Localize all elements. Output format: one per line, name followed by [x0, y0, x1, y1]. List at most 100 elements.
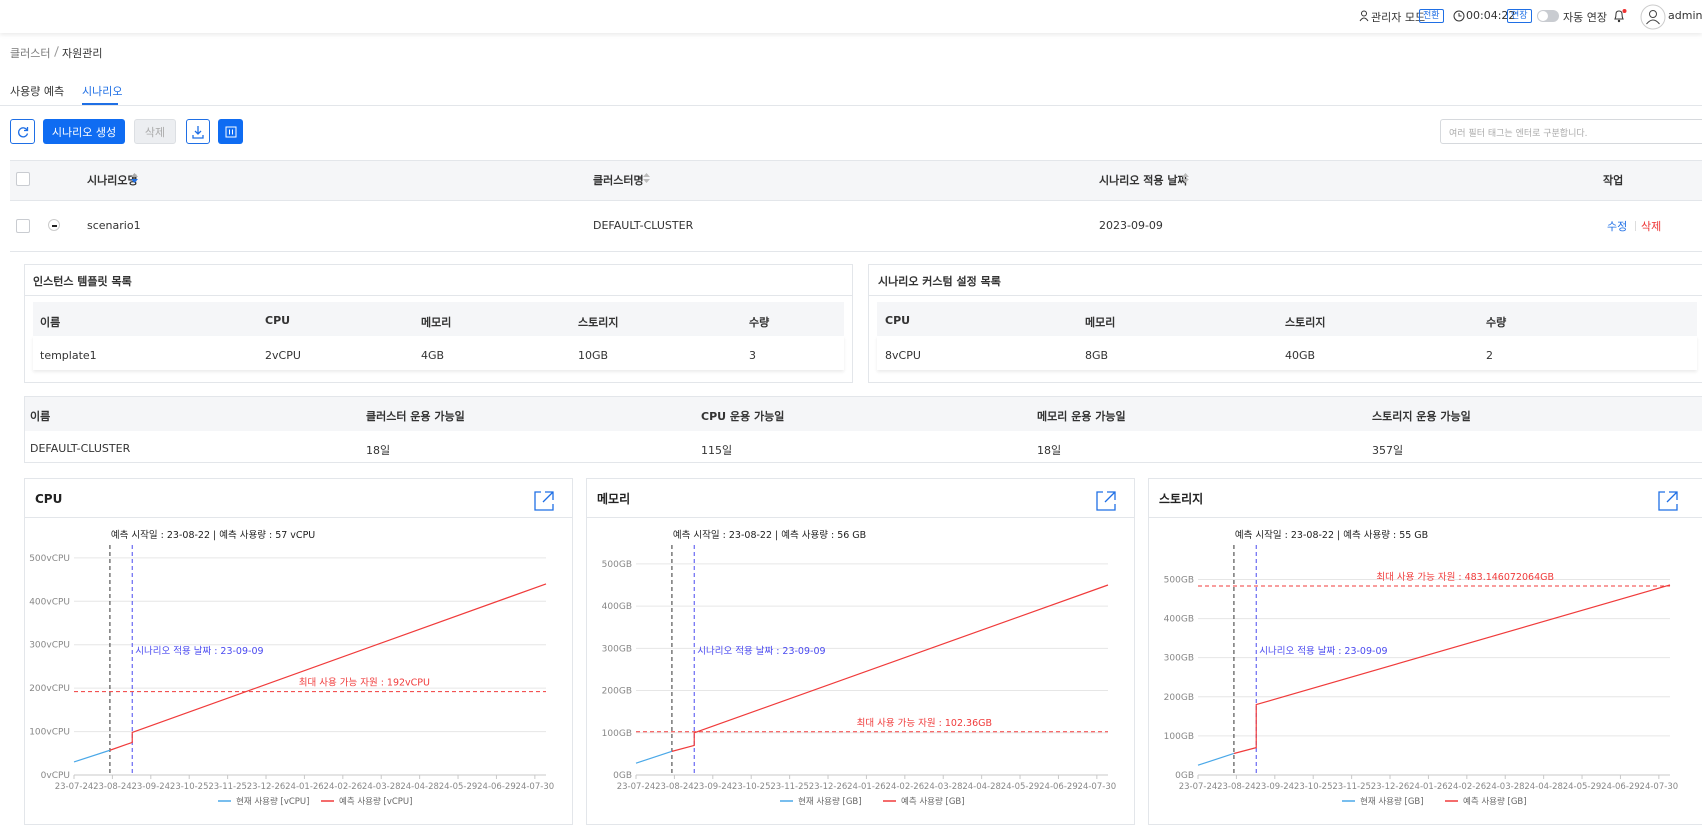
avatar[interactable]: [1640, 4, 1666, 30]
table-body: [877, 336, 1697, 370]
template-list: 인스턴스 템플릿 목록 이름 CPU 메모리 스토리지 수량 template1 2vCPU 4…: [24, 264, 853, 383]
breadcrumb-item[interactable]: 클러스터: [10, 47, 51, 60]
y-tick-label: 100GB: [1164, 732, 1194, 742]
auto-extend-toggle[interactable]: [1537, 10, 1559, 22]
column-header: CPU: [885, 314, 911, 327]
x-tick-label: 24-05-29: [439, 782, 478, 792]
table-header-bg: [25, 397, 1702, 431]
scenario-label: 시나리오 적용 날짜 : 23-09-09: [135, 645, 263, 657]
chart-panel: CPU 0vCPU 100vCPU 200vCPU 300vCPU 400vCPU 500v…: [24, 478, 573, 825]
chart: 스토리지 0GB 100GB 200GB 300GB 400GB 500GB 23-07-24…: [1149, 491, 1702, 807]
x-tick-label: 24-06-29: [1601, 782, 1640, 792]
column-header: 메모리: [1085, 316, 1116, 329]
extend-button[interactable]: 연장: [1507, 9, 1532, 23]
x-tick-label: 23-07-24: [617, 782, 656, 792]
column-header: 이름: [40, 316, 61, 329]
sort-icon[interactable]: [131, 172, 138, 184]
top-bar: 관리자 모드 전환 00:04:22 연장 자동 연장 admin: [0, 0, 1702, 33]
legend-label[interactable]: 예측 사용량 [GB]: [1463, 796, 1527, 807]
edit-action[interactable]: 수정: [1607, 220, 1628, 233]
x-tick-label: 23-08-24: [93, 782, 132, 792]
chart: CPU 0vCPU 100vCPU 200vCPU 300vCPU 400vCPU 500v…: [25, 491, 572, 807]
x-tick-label: 23-09-24: [694, 782, 733, 792]
x-tick-label: 24-05-29: [1001, 782, 1040, 792]
column-header: CPU: [265, 314, 291, 327]
create-button[interactable]: 시나리오 생성: [43, 119, 125, 144]
search-input[interactable]: 여러 필터 태그는 엔터로 구분합니다.: [1440, 119, 1702, 144]
table-cell: scenario1: [87, 219, 141, 232]
switch-button[interactable]: 전환: [1419, 9, 1444, 23]
column-header: 메모리 운용 가능일: [1037, 410, 1126, 423]
legend-label[interactable]: 현재 사용량 [vCPU]: [236, 796, 309, 807]
checkbox[interactable]: [16, 219, 30, 233]
expand-icon[interactable]: [534, 491, 554, 511]
table-cell: 2023-09-09: [1099, 219, 1163, 232]
tab[interactable]: 시나리오: [82, 85, 123, 98]
column-header: 스토리지: [1285, 316, 1326, 329]
x-tick-label: 23-10-25: [732, 782, 771, 792]
column-header: 메모리: [421, 316, 452, 329]
legend-label[interactable]: 예측 사용량 [GB]: [901, 796, 965, 807]
legend-label[interactable]: 예측 사용량 [vCPU]: [339, 796, 412, 807]
max-label: 최대 사용 가능 자원 : 483.146072064GB: [1376, 572, 1554, 583]
pause-button[interactable]: [218, 119, 243, 144]
delete-action[interactable]: 삭제: [1641, 220, 1662, 233]
table-cell: DEFAULT-CLUSTER: [30, 442, 131, 455]
x-tick-label: 24-03-28: [924, 782, 963, 792]
y-tick-label: 0GB: [1175, 771, 1194, 781]
column-header: 스토리지 운용 가능일: [1372, 410, 1471, 423]
table-cell: 2vCPU: [265, 349, 301, 362]
x-tick-label: 23-11-25: [208, 782, 247, 792]
title-divider: [25, 295, 852, 296]
refresh-button[interactable]: [10, 119, 35, 144]
x-tick-label: 24-02-26: [324, 782, 363, 792]
timer: 00:04:22: [1466, 9, 1516, 22]
column-header: 클러스터명: [593, 174, 644, 187]
legend-label[interactable]: 현재 사용량 [GB]: [1360, 796, 1424, 807]
y-tick-label: 0vCPU: [41, 771, 70, 781]
annotation: 예측 시작일 : 23-08-22 | 예측 사용량 : 56 GB: [673, 529, 866, 541]
column-header: 수량: [1486, 316, 1507, 329]
y-tick-label: 400GB: [1164, 615, 1194, 625]
column-header: 이름: [30, 410, 51, 423]
expand-icon[interactable]: [1096, 491, 1116, 511]
tab[interactable]: 사용량 예측: [10, 85, 65, 98]
x-tick-label: 24-06-29: [1039, 782, 1078, 792]
delete-button: 삭제: [134, 119, 176, 144]
custom-list: 시나리오 커스텀 설정 목록 CPU 메모리 스토리지 수량 8vCPU 8GB 40GB 2: [868, 264, 1702, 383]
section-title: 인스턴스 템플릿 목록: [33, 275, 132, 288]
x-tick-label: 23-12-26: [247, 782, 286, 792]
column-header: CPU 운용 가능일: [701, 410, 785, 423]
user-name[interactable]: admin: [1668, 9, 1702, 22]
table-cell: 3: [749, 349, 756, 362]
x-tick-label: 24-07-30: [1078, 782, 1117, 792]
download-button[interactable]: [186, 119, 210, 144]
x-tick-label: 23-10-25: [170, 782, 209, 792]
column-header: 작업: [1603, 174, 1624, 187]
y-tick-label: 200GB: [1164, 693, 1194, 703]
x-tick-label: 23-07-24: [1179, 782, 1218, 792]
legend-label[interactable]: 현재 사용량 [GB]: [798, 796, 862, 807]
x-tick-label: 24-04-28: [1524, 782, 1563, 792]
column-header: 클러스터 운용 가능일: [366, 410, 465, 423]
sort-icon[interactable]: [643, 172, 650, 184]
x-tick-label: 24-07-30: [516, 782, 555, 792]
table-cell: 18일: [1037, 444, 1062, 457]
sort-icon[interactable]: [1182, 172, 1189, 184]
table-cell: DEFAULT-CLUSTER: [593, 219, 694, 232]
column-header: 수량: [749, 316, 770, 329]
checkbox[interactable]: [16, 172, 30, 186]
collapse-button[interactable]: [48, 219, 60, 231]
x-tick-label: 23-10-25: [1294, 782, 1333, 792]
bell-icon[interactable]: [1612, 8, 1628, 24]
breadcrumb-separator: [54, 46, 59, 57]
table-cell: template1: [40, 349, 97, 362]
expand-icon[interactable]: [1658, 491, 1678, 511]
series-line: [109, 583, 547, 751]
table-cell: 40GB: [1285, 349, 1316, 362]
y-tick-label: 0GB: [613, 771, 632, 781]
x-tick-label: 24-05-29: [1563, 782, 1602, 792]
x-tick-label: 24-04-28: [962, 782, 1001, 792]
